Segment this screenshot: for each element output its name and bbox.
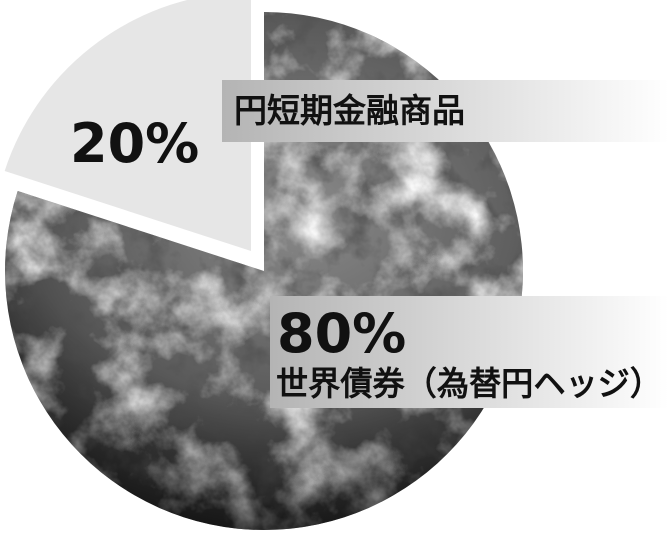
slice-label-short-term: 円短期金融商品 [234, 91, 465, 130]
slice-label-world-bonds: 世界債券（為替円ヘッジ） [276, 364, 662, 403]
slice-value-short-term: 20% [70, 112, 199, 175]
slice-value-world-bonds: 80% [277, 302, 406, 365]
label-band-short-term [222, 80, 669, 142]
pie-slice-short-term [4, 0, 251, 251]
label-band-world-bonds [270, 296, 669, 408]
